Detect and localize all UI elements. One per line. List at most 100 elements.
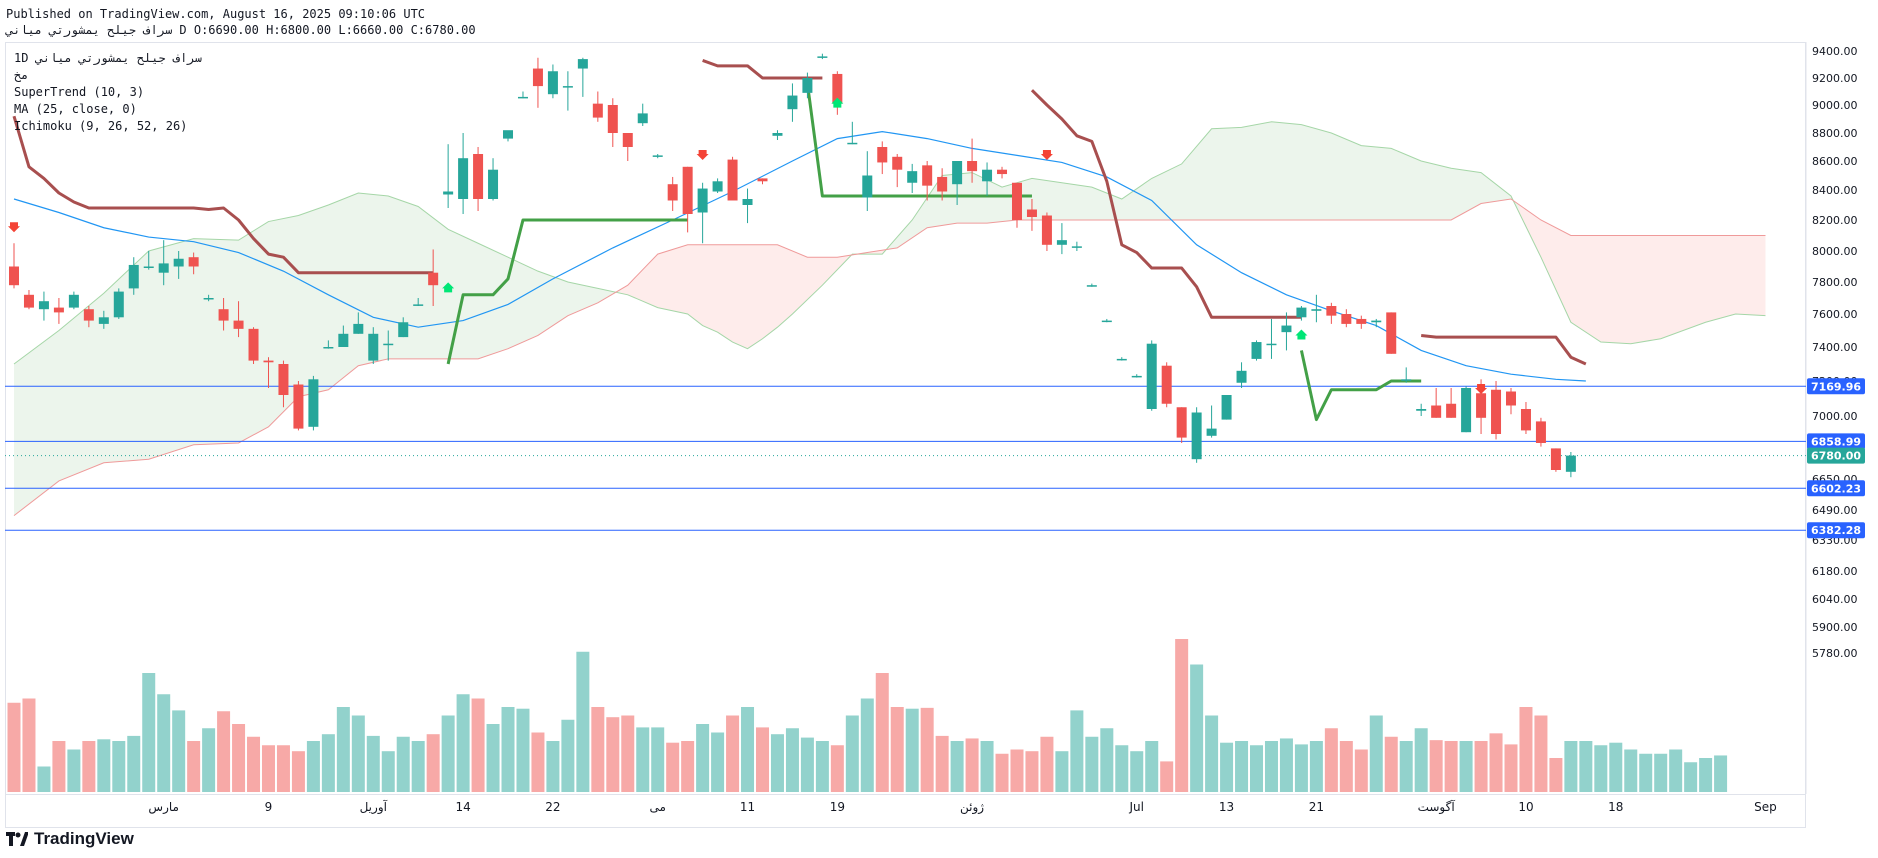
candle[interactable] <box>1206 405 1217 438</box>
candle[interactable] <box>1326 302 1337 324</box>
candle[interactable] <box>952 161 963 205</box>
candle[interactable] <box>1011 182 1022 228</box>
candle[interactable] <box>937 168 948 201</box>
candle[interactable] <box>308 375 319 431</box>
legend-ichimoku[interactable]: Ichimoku (9, 26, 52, 26) <box>14 119 188 133</box>
candle[interactable] <box>652 154 663 159</box>
candle[interactable] <box>233 301 244 338</box>
candle[interactable] <box>188 252 199 275</box>
candle[interactable] <box>1311 294 1322 323</box>
candle[interactable] <box>1281 312 1292 351</box>
candle[interactable] <box>383 330 394 361</box>
candle[interactable] <box>1506 388 1516 415</box>
candle[interactable] <box>892 154 903 188</box>
candle[interactable] <box>203 294 214 302</box>
candle[interactable] <box>113 288 124 319</box>
candle[interactable] <box>503 130 514 142</box>
candle[interactable] <box>517 91 528 99</box>
candle[interactable] <box>1491 381 1502 440</box>
candle[interactable] <box>353 312 364 334</box>
candle[interactable] <box>338 325 349 347</box>
candle[interactable] <box>23 290 34 310</box>
candle[interactable] <box>1520 402 1531 434</box>
candle[interactable] <box>907 163 918 193</box>
candle[interactable] <box>1086 283 1097 287</box>
candle[interactable] <box>98 310 109 329</box>
candle[interactable] <box>173 251 184 279</box>
candle[interactable] <box>1116 357 1127 361</box>
candle[interactable] <box>128 257 139 295</box>
candle[interactable] <box>1191 407 1202 463</box>
candle[interactable] <box>697 182 708 244</box>
candle[interactable] <box>727 156 738 201</box>
candle[interactable] <box>278 360 289 408</box>
candle[interactable] <box>862 151 873 211</box>
candle[interactable] <box>53 298 64 324</box>
candle[interactable] <box>877 141 888 175</box>
candle[interactable] <box>772 130 783 140</box>
candle[interactable] <box>1161 362 1172 408</box>
candle[interactable] <box>68 291 79 310</box>
candle[interactable] <box>982 162 993 196</box>
candlesticks[interactable] <box>9 53 1576 478</box>
candle[interactable] <box>413 298 424 306</box>
candle[interactable] <box>682 166 693 233</box>
candle[interactable] <box>1101 318 1112 323</box>
candle[interactable] <box>592 91 603 122</box>
candle[interactable] <box>577 57 588 97</box>
candle[interactable] <box>667 176 678 211</box>
tradingview-logo[interactable]: TradingView <box>6 829 134 849</box>
candle[interactable] <box>38 291 49 321</box>
candle[interactable] <box>1535 417 1546 447</box>
candle[interactable] <box>218 298 229 331</box>
candle[interactable] <box>158 240 169 286</box>
candle[interactable] <box>1401 367 1412 383</box>
candle[interactable] <box>9 243 19 289</box>
candle[interactable] <box>1266 318 1277 359</box>
time-axis[interactable]: مارس 9 آوریل 14 22 می 11 19 ژوئن Jul 13 21 آگوست 10 18… <box>148 799 1776 815</box>
candle[interactable] <box>143 251 154 270</box>
candle[interactable] <box>1056 223 1067 255</box>
legend-supertrend[interactable]: SuperTrend (10, 3) <box>14 85 145 99</box>
legend-ma[interactable]: MA (25, close, 0) <box>14 102 137 116</box>
candle[interactable] <box>742 188 753 224</box>
candle[interactable] <box>967 138 978 183</box>
candle[interactable] <box>1251 340 1262 361</box>
candle[interactable] <box>637 103 648 126</box>
candle[interactable] <box>547 64 558 99</box>
candle[interactable] <box>922 161 933 201</box>
candle[interactable] <box>622 133 633 161</box>
candle[interactable] <box>1296 306 1307 321</box>
candle[interactable] <box>997 166 1008 179</box>
candle[interactable] <box>802 72 813 99</box>
candle[interactable] <box>787 83 798 122</box>
candle[interactable] <box>1386 312 1397 354</box>
candle[interactable] <box>368 327 379 364</box>
candle[interactable] <box>1446 388 1457 418</box>
candle[interactable] <box>562 71 573 111</box>
candle[interactable] <box>488 158 499 201</box>
candle[interactable] <box>1550 448 1561 472</box>
candle[interactable] <box>1236 362 1247 388</box>
candle[interactable] <box>428 249 439 306</box>
candle[interactable] <box>1461 386 1472 433</box>
candle[interactable] <box>398 317 409 338</box>
candle[interactable] <box>1431 388 1442 418</box>
candle[interactable] <box>443 144 454 208</box>
candle[interactable] <box>1416 403 1427 416</box>
candle[interactable] <box>1221 395 1232 420</box>
candle[interactable] <box>1371 318 1382 328</box>
candle[interactable] <box>323 340 334 349</box>
candle[interactable] <box>1176 407 1187 443</box>
candle[interactable] <box>1356 315 1367 329</box>
candle[interactable] <box>83 306 94 328</box>
candle[interactable] <box>712 178 723 193</box>
candle[interactable] <box>458 133 469 214</box>
candle[interactable] <box>1341 309 1352 328</box>
candle[interactable] <box>1071 241 1082 251</box>
candle[interactable] <box>1026 199 1037 231</box>
candle[interactable] <box>293 381 304 431</box>
candle[interactable] <box>847 121 858 145</box>
candle[interactable] <box>817 53 828 60</box>
